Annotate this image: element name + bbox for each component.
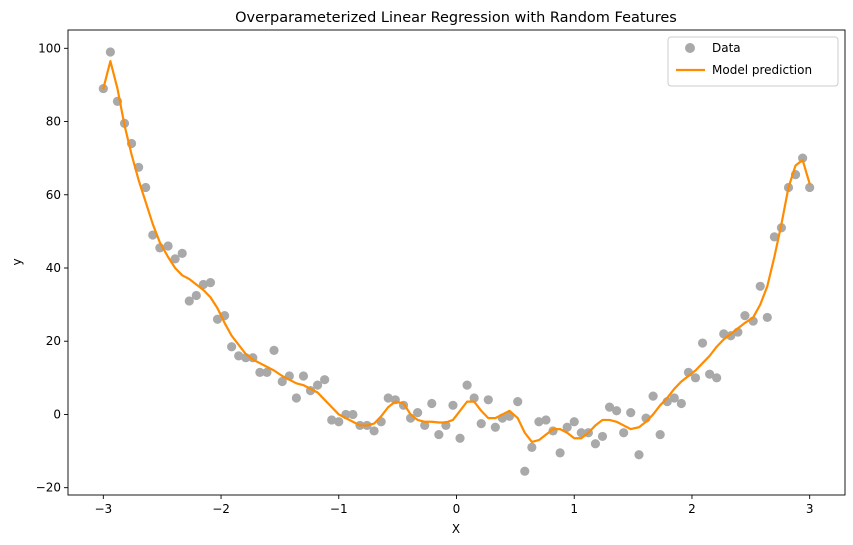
x-axis: −3 −2 −1 0 1 2 3 — [94, 495, 814, 516]
y-tick-label: 60 — [46, 188, 61, 202]
data-point — [212, 314, 223, 324]
data-point — [205, 278, 216, 288]
y-tick-label: 40 — [46, 261, 61, 275]
x-tick-label: 3 — [806, 502, 814, 516]
data-point — [520, 466, 530, 476]
data-point — [527, 442, 537, 453]
data-point — [676, 398, 686, 409]
legend-label-model: Model prediction — [712, 63, 812, 77]
data-point — [755, 281, 765, 291]
x-tick-label: −2 — [212, 502, 230, 516]
data-point — [184, 296, 194, 306]
data-point — [534, 417, 544, 427]
data-point — [177, 248, 187, 258]
data-point — [291, 393, 301, 403]
data-point — [427, 398, 437, 409]
data-point — [619, 428, 629, 438]
data-point — [170, 254, 180, 264]
data-point — [541, 415, 551, 425]
x-tick-label: −3 — [94, 502, 112, 516]
data-point — [705, 369, 715, 379]
data-point — [163, 241, 173, 251]
data-point — [455, 433, 465, 443]
data-point — [612, 406, 622, 416]
data-point — [555, 448, 565, 458]
data-point — [805, 182, 815, 193]
x-tick-label: 1 — [570, 502, 578, 516]
data-point — [462, 380, 472, 390]
data-point — [762, 312, 772, 323]
data-point — [719, 329, 729, 339]
y-axis-label: y — [10, 258, 24, 265]
data-point — [476, 419, 486, 429]
data-point — [697, 338, 708, 348]
data-point — [469, 393, 479, 403]
data-point — [348, 409, 358, 420]
data-point — [383, 393, 393, 403]
data-point — [590, 439, 601, 449]
data-point — [198, 279, 208, 290]
data-point — [569, 417, 579, 427]
data-point — [255, 367, 265, 377]
data-point — [597, 431, 608, 442]
data-point — [191, 290, 201, 301]
data-point — [490, 422, 500, 432]
chart-title: Overparameterized Linear Regression with… — [235, 10, 677, 26]
legend-marker-data — [685, 43, 695, 53]
data-point — [262, 367, 272, 377]
data-point — [513, 397, 523, 407]
data-point — [769, 232, 779, 242]
x-axis-label: X — [452, 522, 460, 536]
data-point — [483, 395, 493, 405]
y-axis: −20 0 20 40 60 80 100 — [36, 41, 68, 495]
data-point — [648, 391, 658, 401]
data-point — [105, 47, 115, 57]
data-point — [634, 450, 644, 460]
data-point — [234, 351, 244, 361]
data-point — [740, 310, 750, 321]
data-point — [227, 342, 237, 352]
y-tick-label: 100 — [38, 41, 61, 55]
data-point — [327, 415, 337, 425]
legend-label-data: Data — [712, 41, 741, 55]
model-prediction-line — [102, 60, 811, 444]
data-point — [655, 429, 665, 440]
data-point — [277, 376, 287, 387]
y-tick-label: 0 — [53, 407, 61, 421]
data-point — [413, 408, 423, 418]
legend-box — [667, 36, 839, 87]
y-tick-label: 80 — [46, 115, 61, 129]
data-point — [298, 371, 309, 381]
x-tick-label: −1 — [330, 502, 348, 516]
data-point — [576, 428, 586, 438]
line-layer — [102, 60, 811, 444]
data-point — [320, 375, 330, 385]
legend: Data Model prediction — [667, 36, 839, 87]
data-point — [369, 426, 379, 436]
data-point — [269, 345, 279, 355]
x-tick-label: 2 — [688, 502, 696, 516]
data-point — [712, 373, 722, 383]
data-point — [669, 393, 679, 403]
data-point — [562, 422, 572, 432]
data-point — [420, 420, 430, 431]
plot-area — [68, 30, 845, 495]
data-point — [312, 380, 323, 390]
data-point — [434, 429, 444, 440]
data-point — [141, 182, 151, 193]
data-point — [334, 417, 344, 427]
data-point — [448, 400, 458, 410]
x-tick-label: 0 — [453, 502, 461, 516]
data-point — [604, 402, 615, 412]
y-tick-label: −20 — [36, 481, 61, 495]
data-point — [626, 408, 636, 418]
data-point — [690, 373, 701, 383]
y-tick-label: 20 — [46, 334, 61, 348]
